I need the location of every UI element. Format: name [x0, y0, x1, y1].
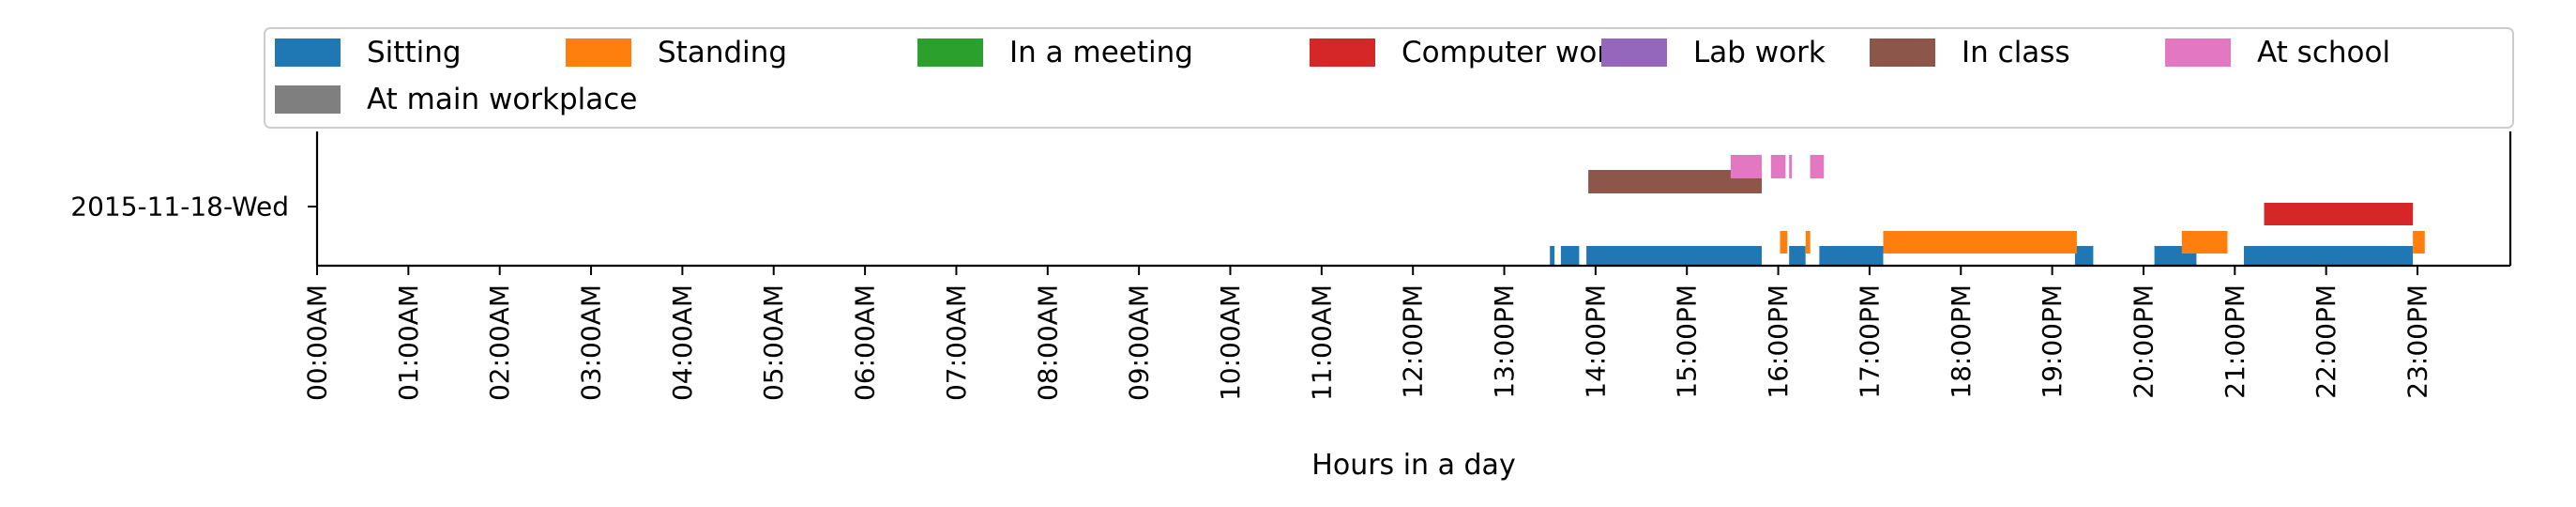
legend-items: Sitting Standing In a meeting Computer work… [275, 36, 2390, 116]
bar-sitting-4 [1819, 246, 1884, 266]
legend-swatch-at-school [2165, 38, 2231, 67]
legend-frame [264, 27, 2514, 129]
x-tick-label: 06:00AM [850, 284, 881, 401]
legend-swatch-in-class [1870, 38, 1935, 67]
x-tick-label: 01:00AM [393, 284, 424, 401]
x-tick-label: 23:00PM [2402, 284, 2433, 399]
axes [315, 131, 2512, 268]
x-axis-title: Hours in a day [1311, 449, 1515, 482]
x-tick-label: 05:00AM [758, 284, 789, 401]
bar-sitting-0 [1550, 246, 1555, 266]
x-tick-label: 02:00AM [484, 284, 515, 401]
x-tick-label: 07:00AM [941, 284, 972, 401]
x-tick-label: 11:00AM [1306, 284, 1337, 401]
x-axis-ticks: 00:00AM 01:00AM 02:00AM 03:00AM 04:00AM 05:00… [302, 266, 2433, 401]
x-tick-label: 00:00AM [302, 284, 333, 401]
legend-label-at-main-workplace: At main workplace [367, 83, 637, 116]
bar-sitting-3 [1789, 246, 1806, 266]
legend-swatch-lab-work [1601, 38, 1667, 67]
bar-at-school-1 [1770, 155, 1786, 178]
bar-sitting-1 [1560, 246, 1580, 266]
bar-computer-work-0 [2264, 203, 2414, 225]
x-tick-label: 21:00PM [2220, 284, 2250, 399]
legend: Sitting Standing In a meeting Computer work… [264, 27, 2514, 129]
legend-swatch-at-main-workplace [275, 85, 341, 114]
bar-standing-1 [1805, 231, 1811, 254]
x-tick-label: 04:00AM [667, 284, 698, 401]
legend-swatch-computer-work [1310, 38, 1375, 67]
x-tick-label: 14:00PM [1580, 284, 1611, 399]
legend-swatch-in-a-meeting [917, 38, 983, 67]
x-tick-label: 22:00PM [2311, 284, 2341, 399]
legend-label-computer-work: Computer work [1402, 36, 1626, 69]
y-tick-label: 2015-11-18-Wed [70, 192, 289, 223]
x-tick-label: 16:00PM [1763, 284, 1794, 399]
x-tick-label: 18:00PM [1946, 284, 1977, 399]
x-tick-label: 15:00PM [1672, 284, 1703, 399]
bar-sitting-5 [2074, 246, 2094, 266]
bar-sitting-2 [1586, 246, 1762, 266]
legend-label-in-class: In class [1962, 36, 2070, 69]
legend-swatch-sitting [275, 38, 341, 67]
y-axis-ticks: 2015-11-18-Wed [70, 192, 317, 223]
bar-standing-2 [1883, 231, 2077, 254]
x-tick-label: 19:00PM [2037, 284, 2068, 399]
legend-label-lab-work: Lab work [1693, 36, 1826, 69]
legend-label-in-a-meeting: In a meeting [1009, 36, 1193, 69]
x-tick-label: 08:00AM [1032, 284, 1063, 401]
bar-standing-3 [2181, 231, 2228, 254]
x-tick-label: 03:00AM [576, 284, 607, 401]
bar-at-school-2 [1789, 155, 1793, 178]
activity-bars [1550, 155, 2425, 266]
x-tick-label: 10:00AM [1215, 284, 1246, 401]
x-tick-label: 09:00AM [1124, 284, 1155, 401]
bar-sitting-7 [2244, 246, 2414, 266]
legend-label-at-school: At school [2257, 36, 2390, 69]
legend-label-sitting: Sitting [367, 36, 462, 69]
bar-at-school-3 [1810, 155, 1825, 178]
bar-standing-4 [2413, 231, 2425, 254]
bar-standing-0 [1780, 231, 1788, 254]
x-tick-label: 13:00PM [1489, 284, 1520, 399]
x-tick-label: 17:00PM [1854, 284, 1885, 399]
legend-label-standing: Standing [658, 36, 787, 69]
bar-at-school-0 [1730, 155, 1762, 178]
x-tick-label: 20:00PM [2128, 284, 2159, 399]
x-tick-label: 12:00PM [1398, 284, 1429, 399]
legend-swatch-standing [566, 38, 631, 67]
